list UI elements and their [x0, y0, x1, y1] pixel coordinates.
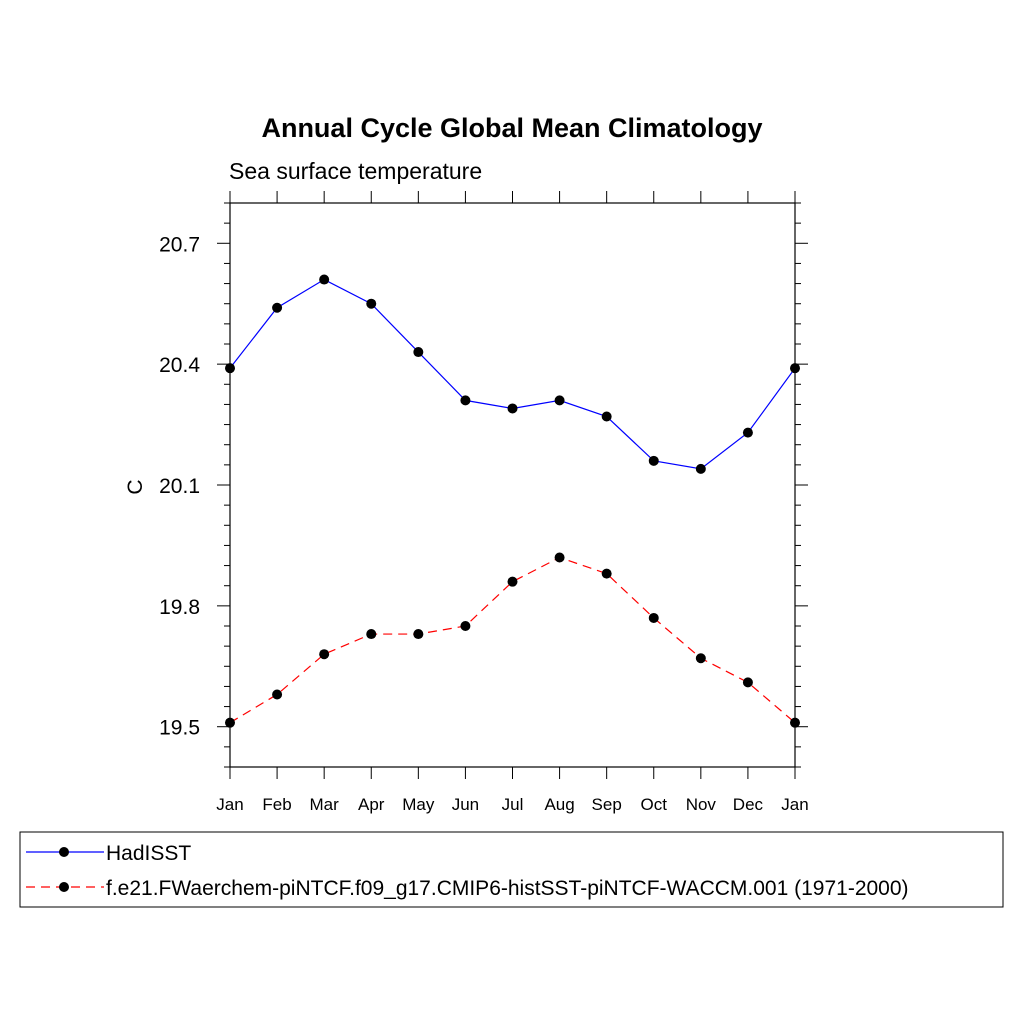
- data-point-series-1: [554, 552, 565, 563]
- legend: HadISST f.e21.FWaerchem-piNTCF.f09_g17.C…: [19, 831, 1004, 908]
- data-point-series-1: [460, 621, 471, 631]
- data-point-series-1: [507, 576, 518, 587]
- data-point-series-1: [601, 568, 612, 579]
- data-point-series-0: [648, 455, 659, 466]
- x-tick-label: Apr: [358, 795, 385, 814]
- legend-box: [19, 831, 1004, 908]
- data-point-series-1: [366, 629, 377, 640]
- data-point-series-1: [225, 717, 235, 728]
- legend-marker-hadisst: [59, 847, 69, 857]
- y-tick-label: 19.8: [159, 596, 200, 619]
- data-point-series-1: [790, 717, 800, 728]
- x-tick-label: Nov: [686, 795, 717, 814]
- data-point-series-0: [366, 298, 377, 309]
- axes-group: Jan Feb Mar Apr May Jun Jul Aug Sep Oct Nov Dec Jan 2…: [159, 191, 809, 814]
- data-point-series-1: [742, 677, 753, 688]
- series-group: [225, 274, 800, 728]
- data-point-series-0: [554, 395, 565, 406]
- y-tick-label: 20.7: [159, 233, 200, 256]
- x-tick-label: Mar: [310, 795, 340, 814]
- y-axis-label: C: [124, 479, 147, 494]
- data-point-series-0: [601, 411, 612, 422]
- data-point-series-0: [507, 403, 518, 414]
- data-point-series-1: [272, 689, 283, 700]
- data-point-series-0: [790, 363, 800, 374]
- x-tick-label: Jul: [502, 795, 524, 814]
- data-point-series-0: [695, 463, 706, 474]
- y-tick-label: 19.5: [159, 717, 200, 740]
- data-point-series-0: [272, 302, 283, 313]
- x-tick-label: Feb: [262, 795, 291, 814]
- data-point-series-1: [413, 629, 424, 640]
- legend-marker-model: [59, 882, 69, 892]
- x-tick-label: Jun: [452, 795, 479, 814]
- chart-subtitle: Sea surface temperature: [229, 158, 482, 184]
- x-tick-label: May: [402, 795, 435, 814]
- x-tick-label: Jan: [781, 795, 808, 814]
- x-tick-label: Dec: [733, 795, 764, 814]
- y-tick-label: 20.4: [159, 354, 200, 377]
- data-point-series-0: [225, 363, 235, 374]
- x-tick-label: Jan: [216, 795, 243, 814]
- data-point-series-0: [413, 347, 424, 358]
- data-point-series-0: [319, 274, 330, 285]
- x-tick-label: Oct: [641, 795, 668, 814]
- legend-label-hadisst: HadISST: [106, 842, 191, 865]
- data-point-series-0: [460, 395, 471, 406]
- legend-label-model: f.e21.FWaerchem-piNTCF.f09_g17.CMIP6-his…: [106, 877, 909, 900]
- data-point-series-0: [742, 427, 753, 438]
- x-tick-label: Aug: [544, 795, 574, 814]
- data-point-series-1: [319, 649, 330, 660]
- y-tick-label: 20.1: [159, 475, 200, 498]
- data-point-series-1: [648, 612, 659, 623]
- chart-title: Annual Cycle Global Mean Climatology: [261, 113, 762, 143]
- data-point-series-1: [695, 653, 706, 664]
- x-tick-label: Sep: [592, 795, 622, 814]
